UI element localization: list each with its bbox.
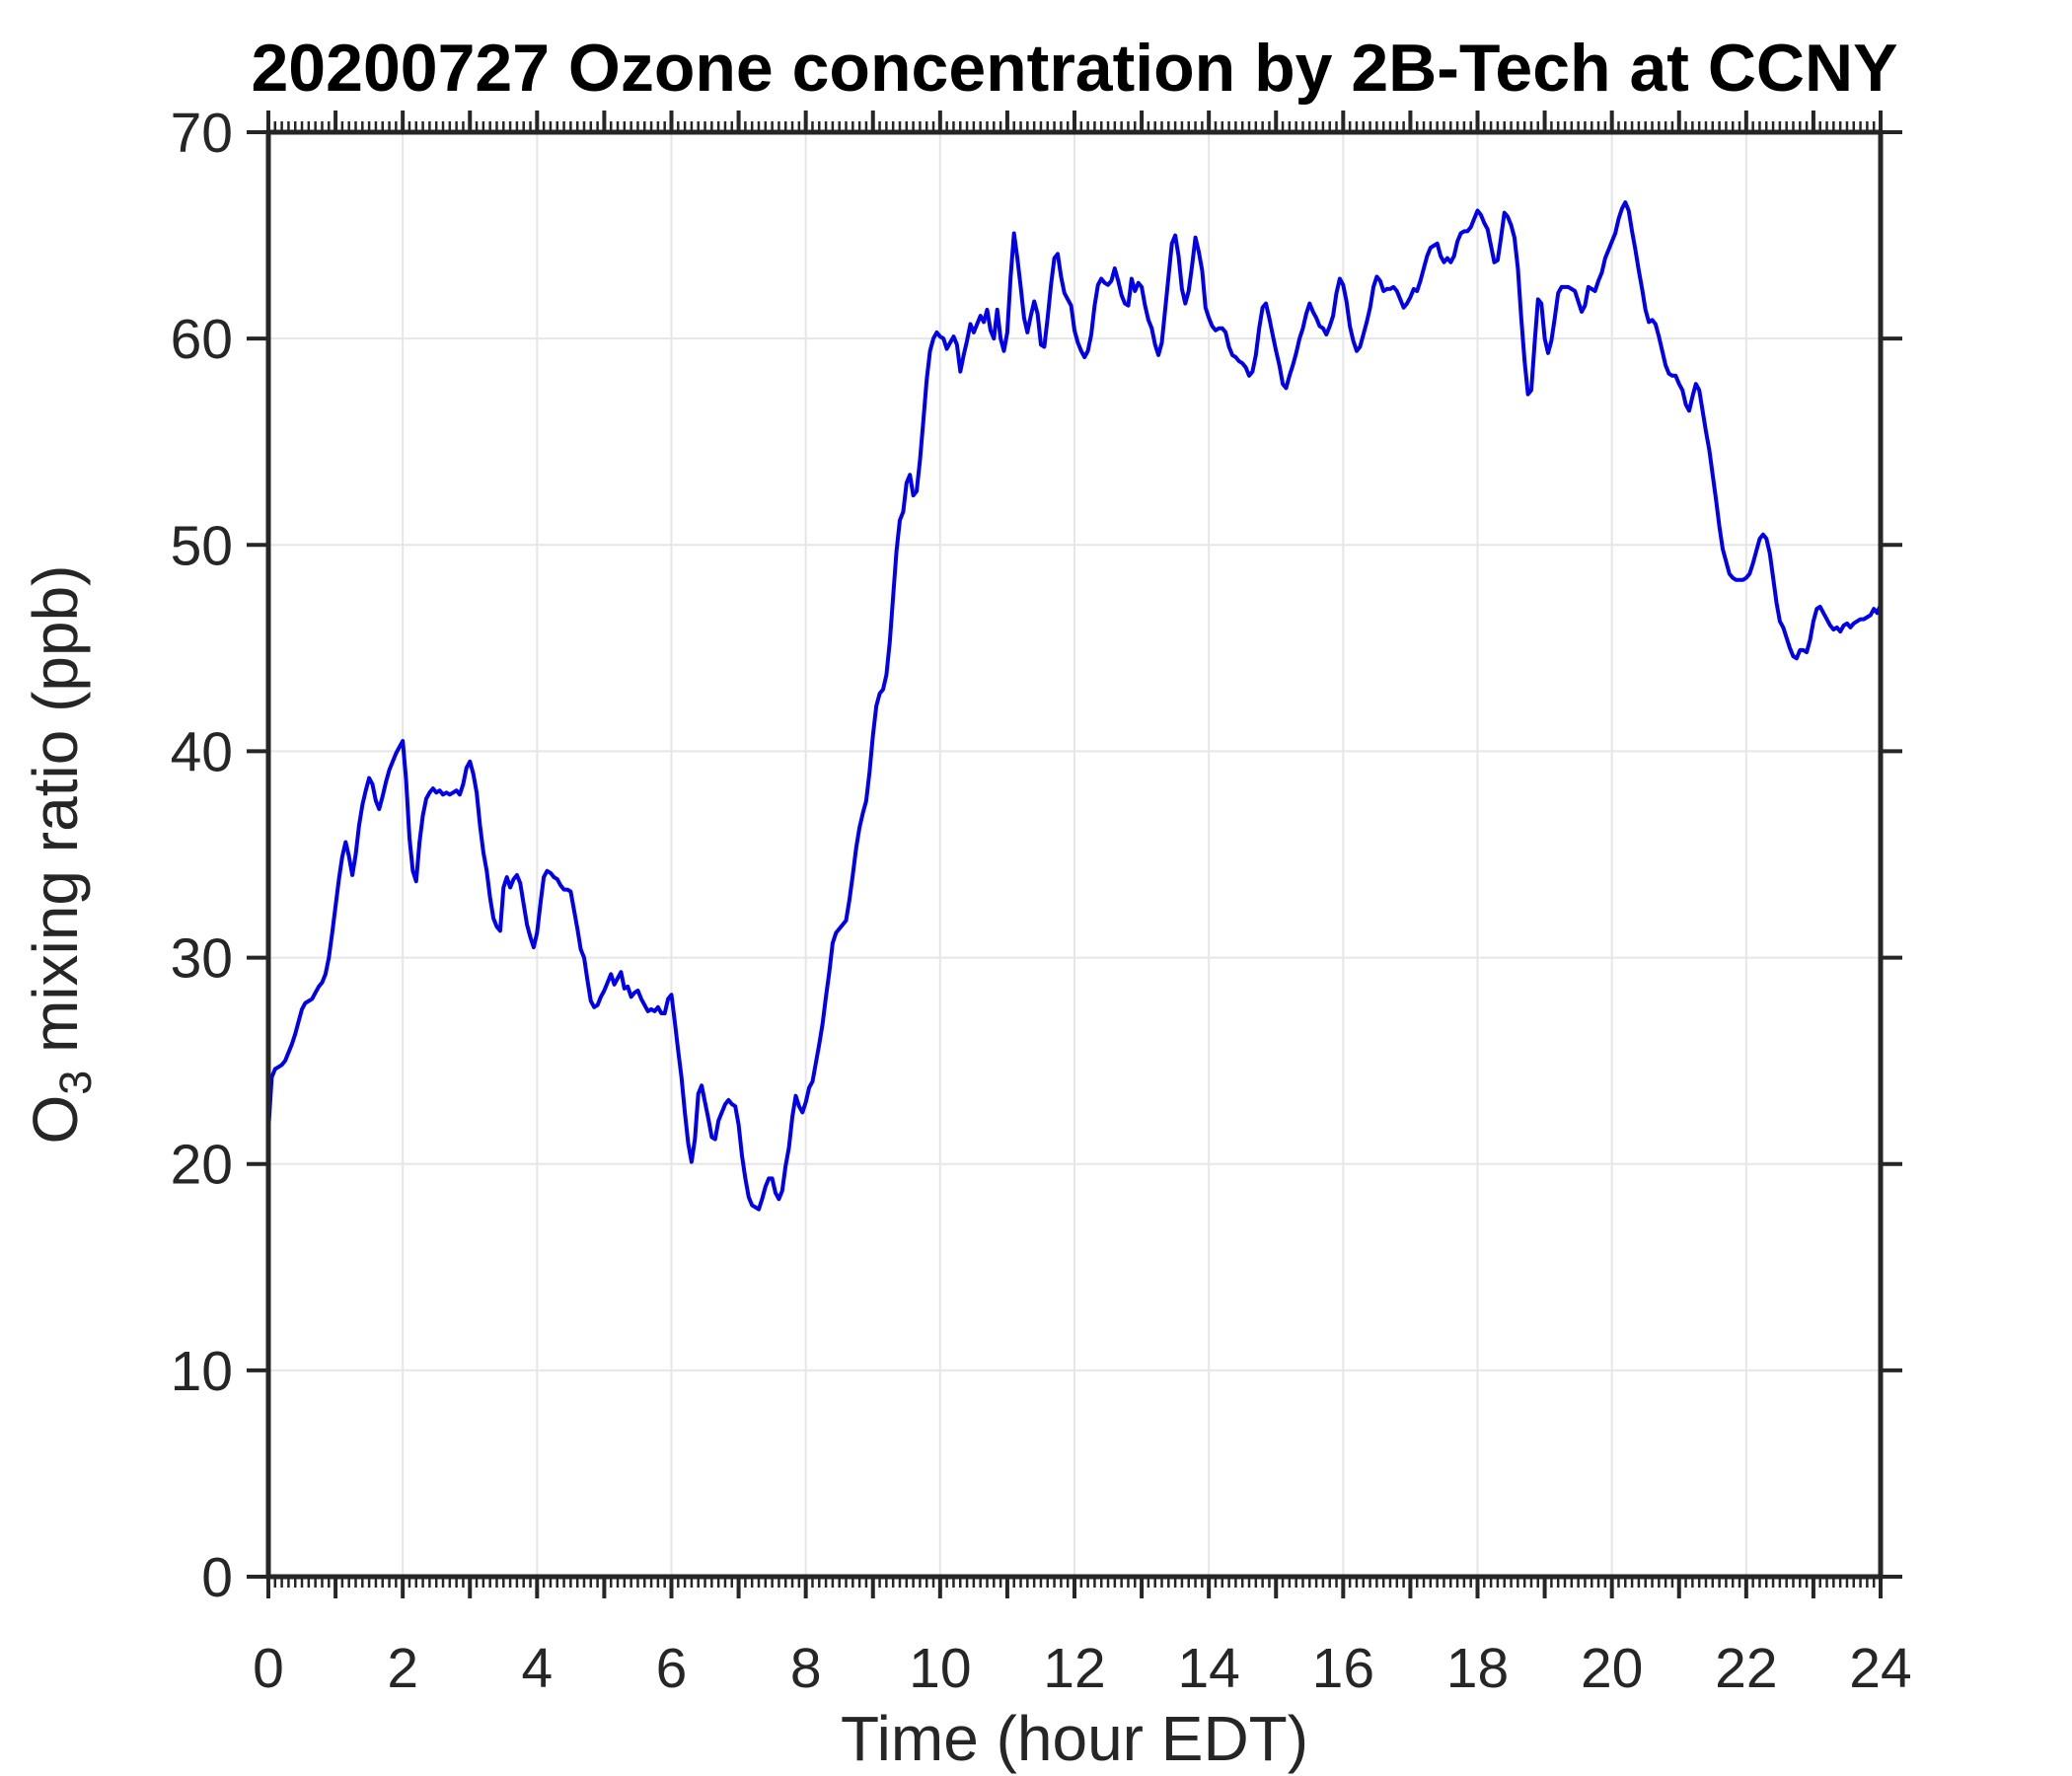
y-tick-label: 0 xyxy=(201,1546,233,1609)
y-axis-label-base: O xyxy=(20,1095,91,1145)
plot-box-spine xyxy=(265,129,1884,1580)
ozone-trace xyxy=(266,200,1883,1212)
x-tick-label: 14 xyxy=(1177,1637,1239,1700)
x-tick-label: 8 xyxy=(790,1637,822,1700)
grid-layer xyxy=(268,132,1881,1577)
y-axis-label-subscript: 3 xyxy=(50,1071,101,1095)
x-tick-label: 20 xyxy=(1581,1637,1643,1700)
x-tick-label: 18 xyxy=(1446,1637,1509,1700)
x-tick-label: 24 xyxy=(1849,1637,1911,1700)
x-tick-label: 12 xyxy=(1043,1637,1105,1700)
x-tick-label: 22 xyxy=(1715,1637,1777,1700)
x-tick-label: 0 xyxy=(253,1637,284,1700)
y-tick-label: 30 xyxy=(171,927,233,991)
y-axis-label: O3 mixing ratio (ppb) xyxy=(20,565,101,1145)
y-tick-label: 50 xyxy=(171,514,233,577)
chart-title: 20200727 Ozone concentration by 2B-Tech … xyxy=(251,31,1897,106)
x-tick-label: 4 xyxy=(521,1637,553,1700)
y-axis-label-rest: mixing ratio (ppb) xyxy=(20,565,91,1071)
y-tick-label: 20 xyxy=(171,1134,233,1197)
y-tick-label: 60 xyxy=(171,308,233,371)
x-tick-label: 2 xyxy=(387,1637,418,1700)
y-tick-label: 10 xyxy=(171,1340,233,1403)
x-tick-label: 10 xyxy=(909,1637,971,1700)
y-tick-label: 40 xyxy=(171,720,233,783)
x-axis-label: Time (hour EDT) xyxy=(841,1703,1308,1774)
x-tick-label: 16 xyxy=(1312,1637,1374,1700)
y-tick-label: 70 xyxy=(171,102,233,165)
x-tick-label: 6 xyxy=(656,1637,688,1700)
